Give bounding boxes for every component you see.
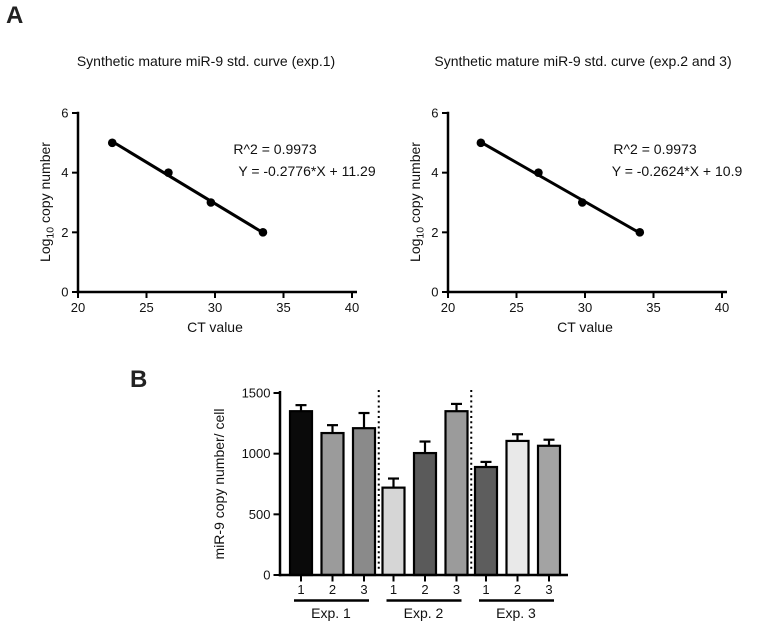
- y-axis-label: Log10 copy number: [37, 142, 57, 262]
- bar: [381, 486, 406, 577]
- x-tick-label: 25: [509, 300, 523, 315]
- data-point: [635, 228, 645, 237]
- bar: [444, 410, 469, 577]
- bar: [412, 451, 438, 577]
- bar: [288, 410, 314, 577]
- y-tick-label: 0: [61, 285, 68, 300]
- bar-tick-label: 1: [297, 582, 304, 597]
- x-tick-label: 30: [578, 300, 592, 315]
- panel-a-label: A: [6, 2, 24, 29]
- bar: [473, 465, 499, 577]
- y-tick-label: 500: [249, 507, 271, 522]
- annotation-equation: Y = -0.2624*X + 10.9: [612, 163, 743, 179]
- bar: [505, 439, 530, 577]
- bar-tick-label: 1: [390, 582, 397, 597]
- y-tick-label: 6: [61, 106, 68, 121]
- y-tick-label: 2: [61, 225, 68, 240]
- group-label: Exp. 3: [496, 605, 536, 621]
- x-tick-label: 35: [646, 300, 660, 315]
- group-label: Exp. 2: [404, 605, 444, 621]
- data-point: [476, 138, 486, 148]
- y-tick-label: 2: [431, 225, 438, 240]
- x-tick-label: 35: [276, 300, 290, 315]
- bar: [536, 444, 562, 577]
- annotation-r-squared: R^2 = 0.9973: [233, 141, 316, 157]
- data-point: [164, 168, 173, 177]
- bar-tick-label: 1: [482, 582, 489, 597]
- std-curve-exp1-chart: Synthetic mature miR-9 std. curve (exp.1…: [37, 53, 376, 335]
- bar: [320, 431, 345, 577]
- x-tick-label: 20: [441, 300, 455, 315]
- bar-tick-label: 2: [514, 582, 521, 597]
- bar: [351, 427, 377, 577]
- bar-tick-label: 3: [360, 582, 367, 597]
- y-axis-label: miR-9 copy number/ cell: [211, 409, 227, 560]
- x-tick-label: 20: [71, 300, 85, 315]
- data-point: [206, 198, 216, 207]
- mir9-copy-number-bar-chart: 0 500 1000 1500 miR-9 copy number/ cell 1 2 3 Ex…: [211, 386, 568, 621]
- data-point: [258, 228, 268, 237]
- y-tick-label: 0: [263, 568, 270, 583]
- bar-tick-label: 3: [545, 582, 552, 597]
- chart-title: Synthetic mature miR-9 std. curve (exp.1…: [77, 53, 335, 69]
- std-curve-exp2-3-chart: Synthetic mature miR-9 std. curve (exp.2…: [407, 53, 743, 335]
- y-tick-label: 4: [61, 165, 68, 180]
- x-tick-label: 40: [715, 300, 729, 315]
- y-tick-label: 0: [431, 285, 438, 300]
- data-point: [107, 138, 117, 148]
- x-tick-label: 40: [345, 300, 359, 315]
- y-tick-label: 1000: [242, 446, 271, 461]
- bar-tick-label: 2: [329, 582, 336, 597]
- bar-tick-label: 2: [421, 582, 428, 597]
- y-tick-label: 1500: [242, 386, 271, 401]
- group-label: Exp. 1: [311, 605, 351, 621]
- annotation-equation: Y = -0.2776*X + 11.29: [238, 163, 375, 179]
- y-tick-label: 4: [431, 165, 438, 180]
- x-axis-label: CT value: [557, 319, 613, 335]
- panel-b-label: B: [130, 366, 148, 393]
- y-tick-label: 6: [431, 106, 438, 121]
- x-tick-label: 30: [208, 300, 222, 315]
- fit-line: [110, 140, 265, 235]
- annotation-r-squared: R^2 = 0.9973: [613, 141, 696, 157]
- x-axis-label: CT value: [187, 319, 243, 335]
- y-axis-label: Log10 copy number: [407, 142, 427, 262]
- chart-title: Synthetic mature miR-9 std. curve (exp.2…: [434, 53, 731, 69]
- bar-tick-label: 3: [453, 582, 460, 597]
- fit-line: [479, 140, 642, 235]
- x-tick-label: 25: [139, 300, 153, 315]
- data-point: [577, 198, 587, 207]
- data-point: [534, 168, 543, 177]
